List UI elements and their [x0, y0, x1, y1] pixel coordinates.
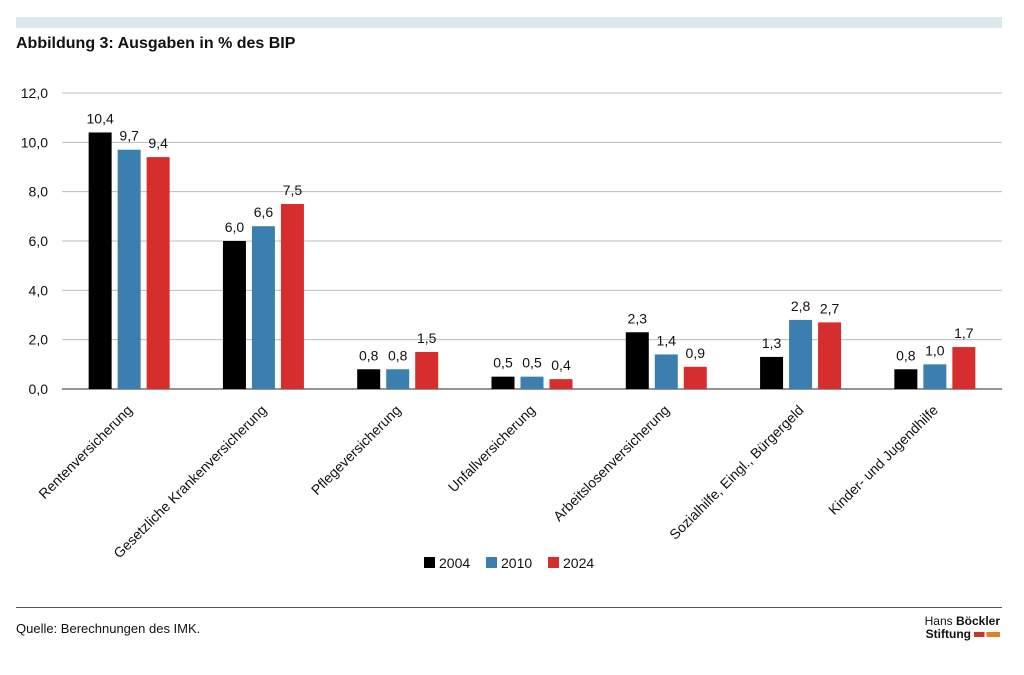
data-label: 0,8 [896, 347, 916, 363]
x-tick-label: Sozialhilfe, Eingl., Bürgergeld [666, 402, 807, 543]
data-label: 7,5 [283, 182, 303, 198]
bar [491, 376, 515, 389]
y-tick-label: 10,0 [21, 134, 48, 150]
chart-title: Abbildung 3: Ausgaben in % des BIP [16, 35, 296, 52]
y-tick-label: 6,0 [29, 233, 49, 249]
bar [146, 157, 170, 389]
data-label: 1,7 [954, 325, 974, 341]
bar [520, 376, 544, 389]
legend-label: 2004 [439, 555, 470, 571]
bar [222, 241, 246, 389]
logo-text-stiftung: Stiftung [925, 627, 971, 641]
header-bar [16, 17, 1002, 28]
bar [789, 319, 813, 389]
y-tick-label: 8,0 [29, 184, 49, 200]
data-label: 10,4 [87, 110, 114, 126]
footer-divider [16, 607, 1002, 608]
logo-mark-icon [974, 632, 1000, 638]
y-tick-label: 0,0 [29, 381, 49, 397]
bar [88, 132, 112, 389]
bar [654, 354, 678, 389]
bar [625, 332, 649, 389]
data-label: 9,7 [119, 128, 139, 144]
data-label: 0,5 [522, 355, 542, 371]
bar [386, 369, 410, 389]
source-note: Quelle: Berechnungen des IMK. [16, 621, 201, 636]
data-label: 0,4 [551, 357, 571, 373]
x-tick-label: Unfallversicherung [445, 402, 538, 495]
data-label: 1,3 [762, 335, 782, 351]
legend-swatch [424, 557, 435, 568]
hans-boeckler-stiftung-logo: Hans Böckler Stiftung [925, 615, 1000, 641]
x-tick-label: Pflegeversicherung [308, 402, 404, 498]
data-label: 0,5 [493, 355, 513, 371]
logo-text-hans: Hans [924, 614, 956, 628]
bar [357, 369, 381, 389]
bar [280, 204, 304, 389]
legend-label: 2024 [563, 555, 594, 571]
bar [760, 356, 784, 389]
bar [923, 364, 947, 389]
data-label: 2,8 [791, 298, 811, 314]
data-label: 0,9 [686, 345, 706, 361]
x-tick-label: Arbeitslosenversicherung [550, 402, 672, 524]
x-tick-label: Gesetzliche Krankenversicherung [110, 402, 269, 561]
bar-chart: 0,0 2,0 4,0 6,0 8,0 10,0 12,0 10,4 9,7 9,4 Rentenv… [21, 85, 1002, 571]
x-tick-label: Rentenversicherung [35, 402, 135, 502]
legend-swatch [486, 557, 497, 568]
bar [818, 322, 842, 389]
legend-swatch [548, 557, 559, 568]
data-label: 0,8 [388, 347, 408, 363]
bar [251, 226, 275, 389]
bar [415, 352, 439, 389]
bar [683, 366, 707, 389]
y-tick-label: 12,0 [21, 85, 48, 101]
y-tick-label: 4,0 [29, 282, 49, 298]
legend-label: 2010 [501, 555, 532, 571]
x-tick-label: Kinder- und Jugendhilfe [825, 402, 941, 518]
data-label: 6,6 [254, 204, 274, 220]
data-label: 2,3 [628, 310, 648, 326]
data-label: 1,4 [657, 332, 677, 348]
data-label: 6,0 [225, 219, 245, 235]
data-label: 1,0 [925, 342, 945, 358]
bar [894, 369, 918, 389]
data-label: 2,7 [820, 300, 840, 316]
logo-text-boeckler: Böckler [955, 614, 1000, 628]
data-label: 1,5 [417, 330, 437, 346]
data-label: 9,4 [148, 135, 168, 151]
bar [549, 379, 573, 389]
bar [117, 149, 141, 389]
bar [952, 347, 976, 389]
data-label: 0,8 [359, 347, 379, 363]
y-tick-label: 2,0 [29, 332, 49, 348]
